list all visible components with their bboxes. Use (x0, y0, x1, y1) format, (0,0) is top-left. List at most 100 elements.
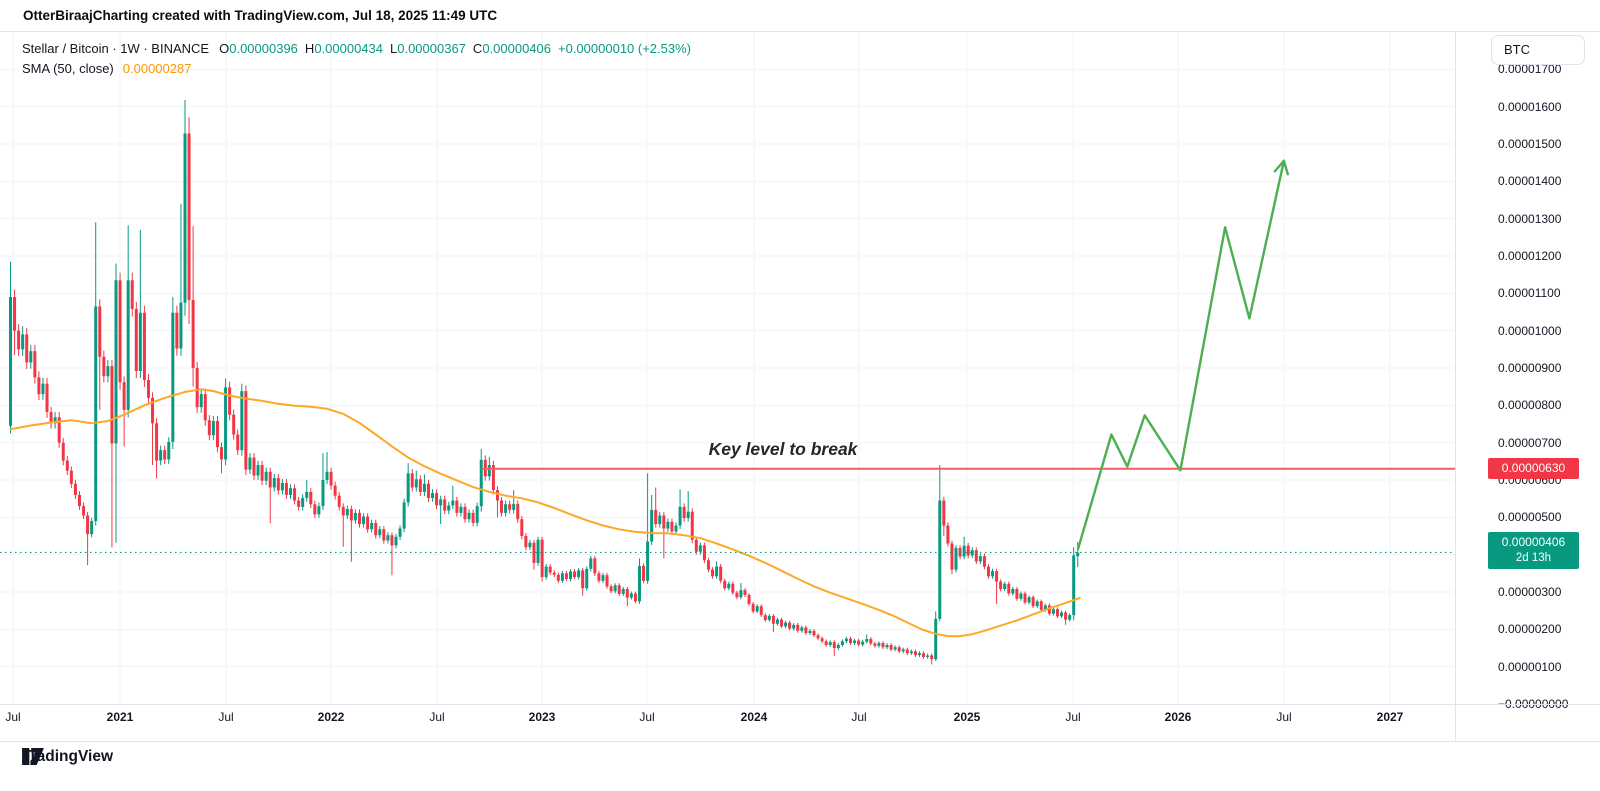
candle (670, 518, 674, 535)
price-axis[interactable]: 0.00001700 0.00001600 0.00001500 0.00001400… (1455, 31, 1600, 711)
sma-indicator-row: SMA (50, close) 0.00000287 (22, 59, 691, 79)
candle (370, 519, 374, 533)
key-level-annotation[interactable]: Key level to break (708, 439, 858, 459)
candle (877, 641, 881, 648)
candle (256, 460, 260, 480)
time-axis-year-label: 2025 (953, 710, 981, 724)
candle (909, 649, 913, 656)
candle (321, 453, 325, 511)
candle (293, 484, 297, 505)
candle (516, 500, 520, 523)
time-axis[interactable]: Jul 2021 Jul 2022 Jul 2023 Jul 2024 Jul 2025 Jul 20… (0, 704, 1600, 732)
candle (366, 513, 370, 533)
candle (276, 474, 280, 495)
candle (49, 406, 53, 429)
candle (820, 636, 824, 644)
change-value: +0.00000010 (+2.53%) (558, 41, 691, 56)
gridlines (0, 31, 1455, 704)
time-axis-month-label: Jul (1065, 710, 1081, 724)
legend-symbol-row: Stellar / Bitcoin · 1W · BINANCE O0.00000… (22, 39, 691, 59)
candle (613, 583, 617, 594)
btc-unit-button[interactable]: BTC (1491, 35, 1585, 65)
candle (191, 226, 195, 387)
candle (889, 643, 893, 652)
candle (211, 415, 215, 441)
candle (475, 502, 479, 527)
candle (771, 614, 775, 632)
candle (426, 479, 430, 502)
candle (524, 532, 528, 551)
sma-label[interactable]: SMA (50, close) (22, 61, 114, 76)
candle (1055, 607, 1059, 619)
candle (715, 561, 719, 579)
candle (203, 388, 207, 426)
price-axis-label: 0.00001600 (1498, 99, 1562, 114)
symbol-title[interactable]: Stellar / Bitcoin · 1W · BINANCE (22, 41, 210, 56)
candle (491, 460, 495, 495)
candle (309, 488, 313, 509)
candle (857, 638, 861, 647)
candle (938, 465, 942, 622)
candle (832, 640, 836, 657)
legend: Stellar / Bitcoin · 1W · BINANCE O0.00000… (22, 39, 691, 79)
candle (215, 415, 219, 453)
candle (500, 496, 504, 517)
candle (341, 503, 345, 547)
candle (1011, 586, 1015, 596)
candle (467, 509, 471, 523)
candle (528, 539, 532, 551)
candle (621, 586, 625, 596)
candle (966, 542, 970, 559)
candle (573, 569, 577, 580)
candle (431, 489, 435, 502)
candle (357, 509, 361, 528)
candle (999, 579, 1003, 592)
candle (455, 496, 459, 517)
price-badge-current: 0.00000406 2d 13h (1488, 532, 1579, 570)
candle (808, 628, 812, 635)
candle (187, 117, 191, 324)
projection-trend-line[interactable] (1076, 160, 1286, 551)
candle (289, 484, 293, 499)
candle (743, 588, 747, 598)
candle (674, 522, 678, 535)
candle (930, 653, 934, 665)
close-label: C (472, 41, 483, 56)
time-axis-month-label: Jul (851, 710, 867, 724)
candle (962, 536, 966, 560)
candle (378, 526, 382, 539)
candle (138, 229, 142, 379)
price-axis-label: 0.00000500 (1498, 510, 1562, 525)
candle (280, 479, 284, 495)
time-axis-year-label: 2027 (1376, 710, 1404, 724)
candle (804, 625, 808, 635)
candle (727, 581, 731, 591)
price-axis-label: 0.00000800 (1498, 398, 1562, 413)
tradingview-attribution-link[interactable]: TradingView (22, 748, 113, 766)
candle (986, 564, 990, 579)
candle (447, 501, 451, 515)
candle (812, 628, 816, 638)
candle (53, 412, 57, 429)
candle (41, 377, 45, 400)
candle (33, 344, 37, 384)
candle (1007, 581, 1011, 596)
price-axis-label: 0.00001000 (1498, 323, 1562, 338)
candle (1019, 591, 1023, 601)
candle (122, 376, 126, 447)
price-axis-label: 0.00000900 (1498, 361, 1562, 375)
price-axis-label: 0.00000700 (1498, 435, 1562, 450)
candle (556, 572, 560, 584)
candle (443, 495, 447, 515)
price-axis-label: 0.00000100 (1498, 659, 1562, 674)
sma-value: 0.00000287 (122, 61, 192, 76)
candle (560, 570, 564, 584)
current-price-text: 0.00000406 (1501, 535, 1566, 550)
candle (731, 581, 735, 595)
price-axis-label: 0.00001500 (1498, 137, 1562, 151)
candle (544, 564, 548, 580)
candle (57, 412, 61, 448)
attribution-text: OtterBiraajCharting created with Trading… (23, 8, 498, 23)
